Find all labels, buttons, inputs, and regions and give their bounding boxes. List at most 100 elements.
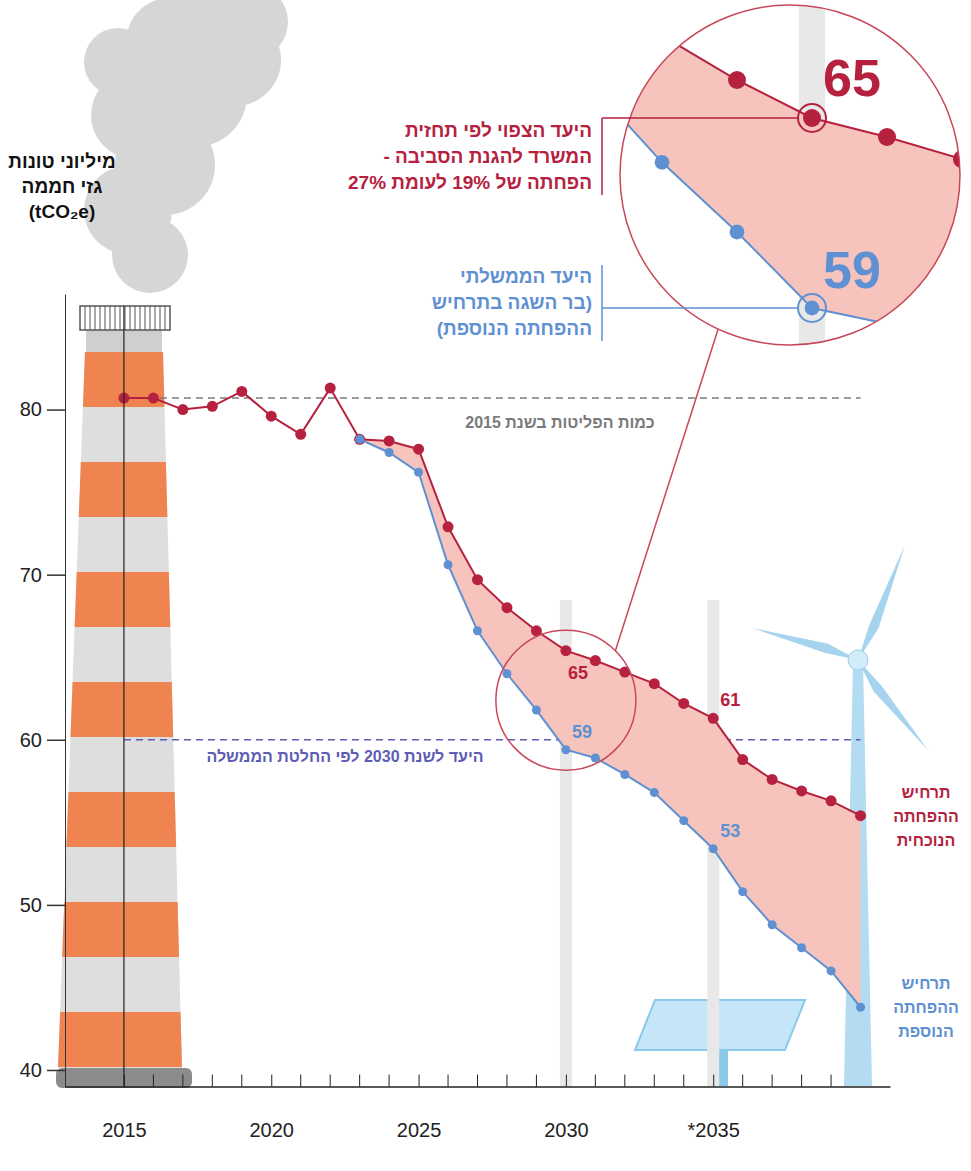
chimney-stripe [50, 902, 190, 957]
zoom-series-point [803, 109, 821, 127]
x-tick: 2020 [250, 1075, 295, 1141]
series-point [473, 626, 482, 635]
x-tick-label: *2035 [688, 1119, 740, 1141]
y-tick-mark [47, 1070, 65, 1072]
smoke-puff [165, 0, 245, 55]
y-axis-title: מיליוני טונותגזי חממה(tCO₂e) [8, 151, 115, 222]
y-axis-title-line: (tCO₂e) [29, 201, 96, 222]
x-minor-tick [595, 1075, 596, 1087]
series-point [738, 887, 747, 896]
zoom-series-line [287, 0, 971, 802]
y-tick-label: 70 [20, 564, 42, 586]
y-tick-mark [47, 574, 65, 576]
x-minor-tick [448, 1075, 449, 1087]
smoke [84, 0, 288, 293]
y-tick-label: 60 [20, 729, 42, 751]
series-point [767, 774, 778, 785]
gap-area [360, 439, 861, 1007]
callouts: 65היעד הצפוי לפי תחזיתהמשרד להגנת הסביבה… [348, 49, 881, 341]
x-minor-tick [182, 1075, 183, 1087]
callout-bracket [601, 265, 603, 341]
series-point [561, 745, 570, 754]
chimney-rail [80, 306, 170, 330]
chimney-stripe [50, 1012, 190, 1067]
series-point [678, 698, 689, 709]
series-point [590, 655, 601, 666]
x-minor-tick [683, 1075, 684, 1087]
point-label: 61 [720, 690, 740, 710]
chimney-rail-bar [165, 306, 166, 330]
y-tick: 80 [20, 398, 65, 420]
chimney-rail-bar [115, 306, 116, 330]
plot-area [118, 383, 866, 1012]
turbine-blade [858, 660, 928, 751]
zoom-series-point [653, 27, 671, 45]
chimney-stripe [50, 682, 190, 737]
series-point [444, 560, 453, 569]
smoke-puff [84, 28, 152, 96]
point-label: 65 [568, 663, 588, 683]
series-labels: תרחישההפחתההנוכחיתתרחישההפחתההנוספת [893, 784, 959, 1041]
series-point [413, 444, 424, 455]
reference-line [124, 739, 861, 741]
chimney [50, 306, 192, 1088]
x-minor-tick [742, 1075, 743, 1087]
zoom-series-point [730, 225, 745, 240]
series-point [472, 574, 483, 585]
series-point [236, 386, 247, 397]
x-minor-tick [477, 1075, 478, 1087]
zoom-series-point [953, 150, 971, 168]
x-minor-tick [772, 1075, 773, 1087]
x-minor-tick [389, 1075, 390, 1087]
solar-panel [635, 1000, 805, 1086]
x-tick: 2015 [102, 1075, 147, 1141]
series-point [708, 713, 719, 724]
chimney-stripe [50, 792, 190, 847]
x-minor-tick [624, 1075, 625, 1087]
zoom-series-point [878, 128, 896, 146]
x-tick-label: 2030 [544, 1119, 589, 1141]
x-minor-tick [153, 1075, 154, 1087]
highlight-ring [798, 294, 826, 322]
callout-bracket [601, 118, 603, 195]
callout-text: היעד הצפוי לפי תחזית [405, 120, 592, 141]
series-point [679, 816, 688, 825]
series-point [501, 602, 512, 613]
x-minor-tick [801, 1075, 802, 1087]
point-label: 53 [720, 821, 740, 841]
series-point [532, 706, 541, 715]
series-label: תרחישההפחתההנוכחית [893, 784, 959, 849]
chimney-rail-bar [95, 306, 96, 330]
chimney-rail-bar [155, 306, 156, 330]
x-minor-tick [241, 1075, 242, 1087]
turbine-blade [752, 628, 858, 660]
series-point [620, 770, 629, 779]
y-axis-title-line: גזי חממה [22, 176, 103, 197]
series-point [650, 788, 659, 797]
chimney-rail-bar [140, 306, 141, 330]
reference-label: היעד לשנת 2030 לפי החלטת הממשלה [206, 748, 483, 765]
x-tick-mark [713, 1075, 714, 1087]
y-tick: 60 [20, 729, 65, 751]
x-minor-tick [831, 1075, 832, 1087]
x-tick-label: 2015 [102, 1119, 147, 1141]
solar-surface [635, 1000, 805, 1050]
x-minor-tick [506, 1075, 507, 1087]
y-axis-line [65, 295, 66, 1088]
chimney-rail-bar [125, 306, 126, 330]
x-minor-tick [330, 1075, 331, 1087]
series-point [797, 943, 806, 952]
y-tick-mark [47, 905, 65, 907]
x-minor-tick [300, 1075, 301, 1087]
callout-leader [602, 117, 798, 119]
chimney-stripe [50, 572, 190, 627]
zoom-series-point [655, 155, 670, 170]
x-axis: 2015202020252030*2035 [66, 1075, 891, 1141]
series-point [855, 810, 866, 821]
series-point [325, 383, 336, 394]
series-point [591, 753, 600, 762]
chimney-rail-bar [120, 306, 121, 330]
zoom-series-point [955, 348, 970, 363]
chimney-rail-bar [160, 306, 161, 330]
y-tick: 40 [20, 1059, 65, 1081]
